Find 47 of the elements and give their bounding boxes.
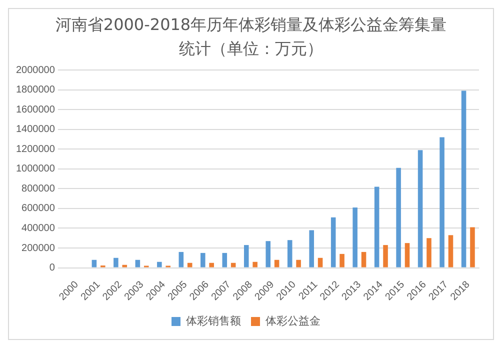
bar bbox=[352, 207, 358, 268]
bar bbox=[209, 262, 214, 268]
bar bbox=[122, 264, 128, 268]
bar bbox=[309, 230, 314, 268]
y-tick-label: 1000000 bbox=[16, 164, 56, 175]
bar bbox=[374, 186, 380, 268]
bar bbox=[404, 243, 410, 268]
legend-label: 体彩公益金 bbox=[266, 314, 320, 328]
y-tick-label: 0 bbox=[49, 262, 56, 274]
legend-label: 体彩销售额 bbox=[186, 314, 241, 328]
bar bbox=[383, 245, 388, 268]
bar bbox=[135, 260, 140, 268]
bar bbox=[274, 260, 280, 268]
bar bbox=[418, 150, 423, 268]
chart-title: 河南省2000-2018年历年体彩销量及体彩公益金筹集量统计（单位：万元） bbox=[54, 14, 448, 60]
bar bbox=[157, 262, 162, 268]
bar bbox=[178, 252, 184, 268]
bar bbox=[470, 227, 475, 268]
y-tick-label: 800000 bbox=[22, 183, 56, 194]
bar bbox=[244, 245, 249, 268]
bar bbox=[296, 260, 301, 268]
bar bbox=[340, 254, 344, 268]
bar bbox=[230, 262, 236, 268]
bar bbox=[426, 238, 432, 268]
bar bbox=[200, 252, 206, 268]
y-tick-label: 1600000 bbox=[16, 104, 56, 116]
y-tick-label: 1800000 bbox=[16, 84, 56, 96]
bar bbox=[361, 252, 366, 268]
bar bbox=[448, 235, 454, 268]
y-tick-label: 200000 bbox=[22, 242, 56, 254]
y-tick-label: 600000 bbox=[22, 203, 56, 214]
bar bbox=[92, 260, 97, 268]
bar bbox=[222, 252, 228, 268]
bar bbox=[114, 258, 118, 268]
y-tick-label: 2000000 bbox=[16, 64, 56, 76]
bar bbox=[330, 217, 336, 268]
bar bbox=[318, 258, 323, 268]
bar bbox=[396, 168, 401, 268]
bar bbox=[252, 262, 258, 268]
bar bbox=[461, 90, 466, 268]
bar bbox=[287, 240, 292, 268]
y-tick-label: 1200000 bbox=[16, 144, 56, 155]
y-tick-label: 400000 bbox=[22, 222, 56, 234]
bar bbox=[187, 262, 192, 268]
bar bbox=[440, 137, 444, 268]
bar bbox=[266, 241, 271, 268]
y-tick-label: 1400000 bbox=[16, 124, 56, 136]
